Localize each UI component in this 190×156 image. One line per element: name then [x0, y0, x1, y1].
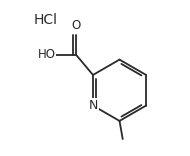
Text: HCl: HCl	[34, 13, 58, 27]
Text: O: O	[72, 19, 81, 32]
Text: HO: HO	[38, 49, 55, 61]
Text: N: N	[88, 99, 98, 112]
